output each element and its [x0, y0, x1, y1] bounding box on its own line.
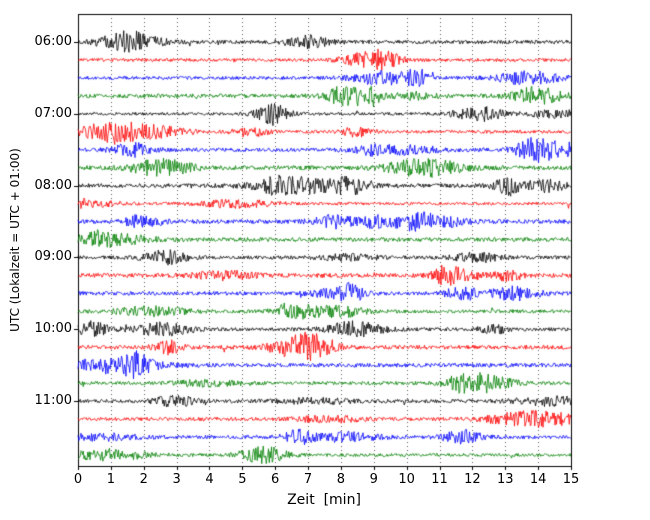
x-tick-label: 11 [431, 472, 448, 487]
y-tick-label: 10:00 [34, 321, 72, 337]
x-tick-label: 0 [73, 472, 83, 487]
x-tick-label: 8 [336, 472, 346, 487]
y-tick-label: 09:00 [34, 249, 72, 265]
x-tick-label: 15 [562, 472, 580, 487]
x-tick-label: 12 [464, 472, 481, 487]
x-tick-label: 14 [529, 472, 547, 487]
y-tick-label: 08:00 [34, 177, 72, 193]
x-tick-label: 5 [238, 472, 247, 487]
y-axis-label: UTC (Lokalzeit = UTC + 01:00) [8, 148, 22, 332]
x-tick-label: 6 [271, 472, 280, 487]
x-tick-label: 9 [369, 472, 378, 487]
x-tick-label: 1 [106, 472, 115, 487]
x-tick-label: 10 [398, 472, 415, 487]
y-tick-label: 11:00 [34, 393, 72, 409]
x-tick-label: 7 [303, 472, 313, 487]
y-tick-label: 06:00 [34, 34, 72, 49]
x-tick-label: 4 [205, 472, 214, 487]
y-tick-label: 07:00 [34, 105, 72, 121]
x-axis-label: Zeit [min] [287, 492, 361, 508]
x-tick-label: 2 [139, 472, 148, 487]
x-tick-label: 3 [172, 472, 181, 487]
x-tick-label: 13 [496, 472, 514, 487]
